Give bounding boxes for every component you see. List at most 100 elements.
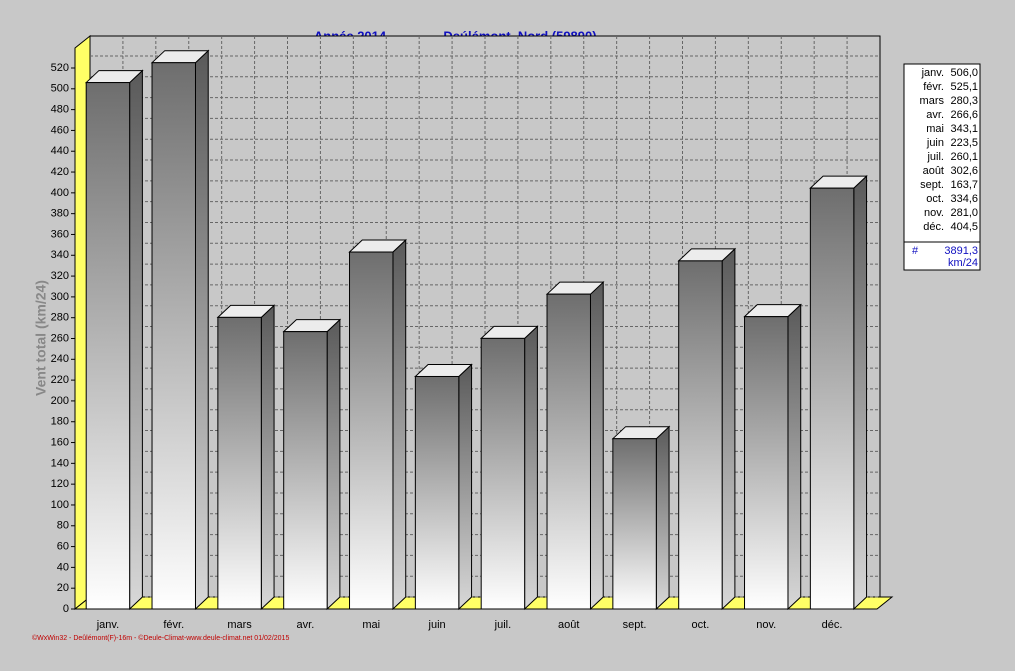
x-tick-label: sept. (623, 619, 647, 631)
legend-value: 404,5 (950, 221, 978, 233)
bar (743, 303, 802, 611)
legend-label: mars (920, 95, 945, 107)
bar (479, 325, 539, 611)
bar-front (480, 337, 526, 610)
bar (611, 425, 671, 611)
legend-label: déc. (923, 221, 944, 233)
bar-front (612, 438, 657, 610)
legend-label: janv. (921, 67, 944, 79)
bar-side (194, 49, 209, 611)
y-tick-label: 280 (51, 312, 69, 324)
bar-front (809, 187, 855, 610)
x-tick-label: août (558, 619, 579, 631)
bar-side (260, 304, 275, 611)
x-tick-label: juil. (494, 619, 512, 631)
bar-side (458, 363, 473, 611)
y-tick-label: 260 (51, 332, 69, 344)
legend-value: 302,6 (950, 165, 978, 177)
y-tick-label: 160 (51, 436, 69, 448)
y-tick-label: 320 (51, 270, 69, 282)
x-tick-label: janv. (96, 619, 119, 631)
x-tick-label: mai (362, 619, 380, 631)
y-tick-label: 500 (51, 83, 69, 95)
bar-front (546, 293, 591, 610)
bar (809, 175, 868, 611)
bar-front (151, 62, 196, 610)
bar (150, 49, 210, 611)
bar-side (589, 281, 604, 611)
legend-value: 266,6 (950, 109, 978, 121)
bar-front (744, 316, 789, 610)
legend-label: juin (926, 137, 944, 149)
x-tick-label: déc. (822, 619, 843, 631)
y-axis-label: Vent total (km/24) (33, 280, 49, 396)
bar-side (326, 318, 341, 611)
legend-value: 334,6 (950, 193, 978, 205)
x-tick-label: oct. (692, 619, 710, 631)
bar-side (524, 325, 538, 611)
bar (414, 363, 473, 611)
y-tick-label: 180 (51, 416, 69, 428)
legend-total-symbol: # (912, 245, 919, 257)
legend-value: 280,3 (950, 95, 978, 107)
legend-value: 223,5 (950, 137, 978, 149)
y-tick-label: 80 (57, 520, 69, 532)
y-tick-label: 480 (51, 104, 69, 116)
y-tick-label: 420 (51, 166, 69, 178)
y-tick-label: 240 (51, 353, 69, 365)
x-tick-label: avr. (297, 619, 315, 631)
bar-side (721, 247, 736, 611)
bar-side (853, 175, 868, 611)
bar-front (217, 316, 262, 610)
x-tick-label: mars (227, 619, 252, 631)
bar (545, 281, 605, 611)
bar-side (655, 425, 670, 611)
y-tick-label: 40 (57, 561, 69, 573)
y-tick-label: 0 (63, 603, 69, 615)
legend-total: 3891,3 (944, 245, 978, 257)
legend-value: 260,1 (950, 151, 978, 163)
y-tick-label: 360 (51, 228, 69, 240)
legend-label: sept. (920, 179, 944, 191)
y-tick-label: 460 (51, 124, 69, 136)
legend-value: 525,1 (950, 81, 978, 93)
x-tick-label: juin (428, 619, 446, 631)
bar (84, 69, 144, 611)
y-tick-label: 20 (57, 582, 69, 594)
legend-label: avr. (926, 109, 944, 121)
legend-value: 506,0 (950, 67, 978, 79)
bar (216, 304, 276, 611)
bar-side (129, 69, 143, 611)
legend-value: 281,0 (950, 207, 978, 219)
legend-label: févr. (923, 81, 944, 93)
bar-front (414, 375, 460, 610)
y-tick-label: 200 (51, 395, 69, 407)
footer: ©WxWin32 - Deûlémont(F)-16m - ©Deule-Cli… (32, 634, 289, 642)
legend-label: mai (926, 123, 944, 135)
legend-label: août (923, 165, 944, 177)
y-tick-label: 100 (51, 499, 69, 511)
x-tick-label: févr. (163, 619, 184, 631)
legend-box (903, 63, 981, 271)
y-tick-label: 300 (51, 291, 69, 303)
bar-side (787, 303, 802, 611)
y-tick-label: 60 (57, 540, 69, 552)
bar-front (283, 331, 328, 610)
y-tick-label: 120 (51, 478, 69, 490)
bar-front (678, 260, 723, 610)
legend-value: 343,1 (950, 123, 978, 135)
y-tick-label: 220 (51, 374, 69, 386)
legend-label: juil. (926, 151, 944, 163)
legend-label: oct. (926, 193, 944, 205)
legend-label: nov. (924, 207, 944, 219)
y-tick-label: 440 (51, 145, 69, 157)
x-tick-label: nov. (756, 619, 776, 631)
legend-value: 163,7 (950, 179, 978, 191)
y-tick-label: 400 (51, 187, 69, 199)
y-tick-label: 340 (51, 249, 69, 261)
bar-front (85, 82, 131, 610)
y-tick-label: 380 (51, 208, 69, 220)
bar (348, 238, 407, 611)
bar (282, 318, 342, 611)
bar-side (392, 238, 407, 611)
